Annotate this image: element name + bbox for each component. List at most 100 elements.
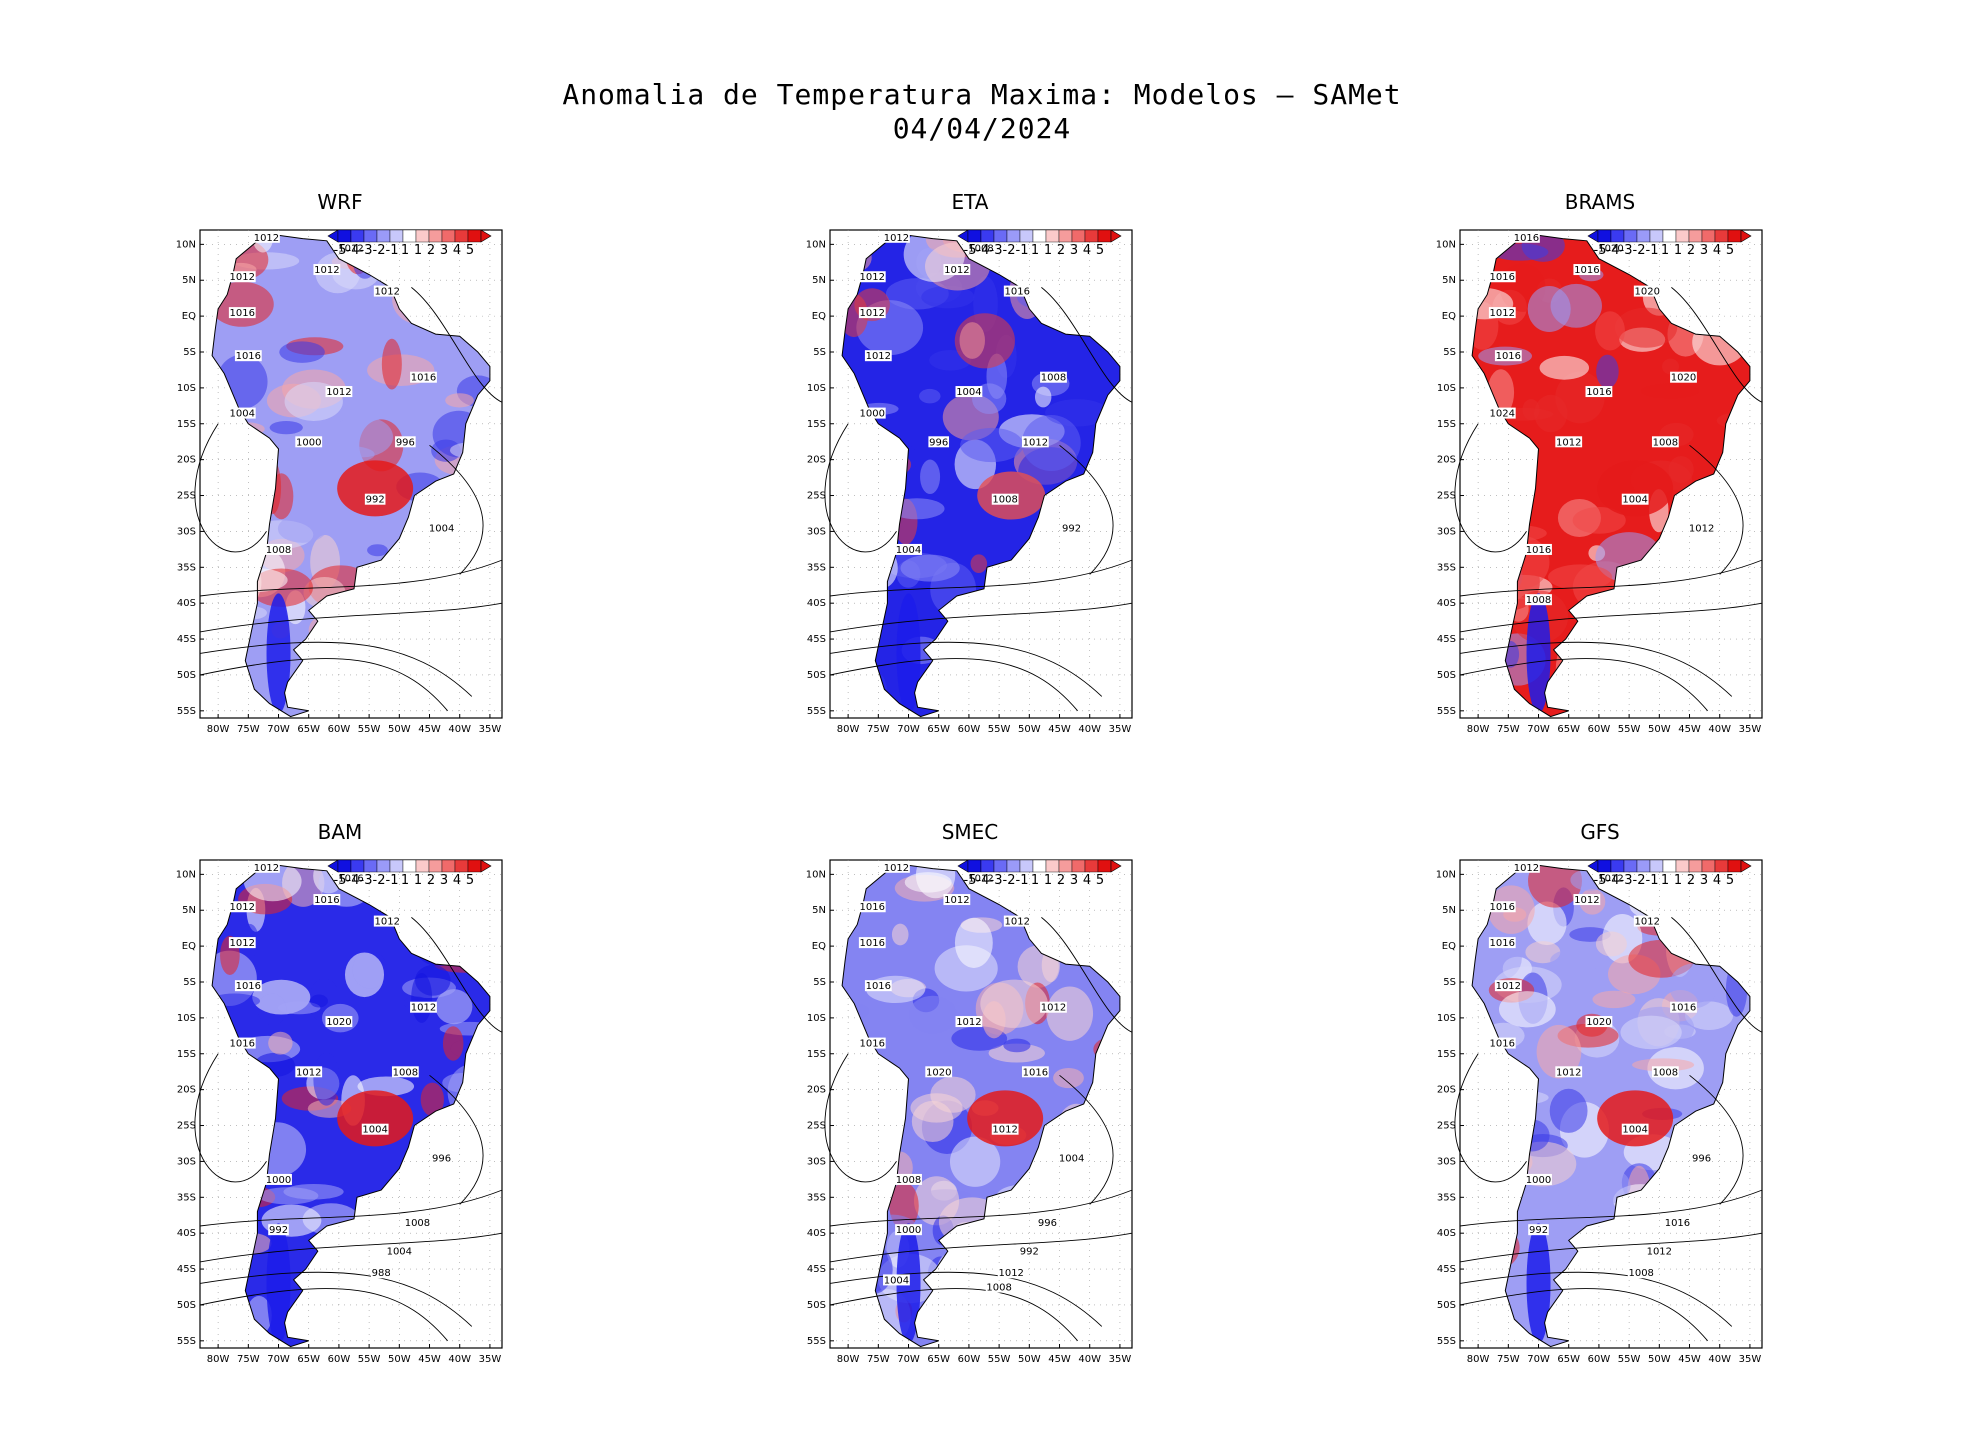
- figure-title: Anomalia de Temperatura Maxima: Modelos …: [562, 78, 1402, 111]
- colorbar-label: 5: [1726, 243, 1734, 258]
- colorbar-label: 2: [427, 243, 435, 258]
- lat-tick-label: 10S: [1437, 1013, 1456, 1024]
- lat-tick-label: 55S: [177, 1336, 196, 1347]
- lon-tick-label: 70W: [1527, 724, 1550, 735]
- isobar-label: 1016: [411, 373, 436, 384]
- isobar-label: 1012: [956, 1017, 981, 1028]
- lat-tick-label: 40S: [177, 1228, 196, 1239]
- colorbar-label: -3: [990, 873, 1003, 888]
- lon-tick-label: 55W: [1618, 724, 1641, 735]
- isobar-label: 1012: [1514, 863, 1539, 874]
- lat-tick-label: 30S: [807, 526, 826, 537]
- colorbar-label: 3: [1700, 873, 1708, 888]
- lon-tick-label: 50W: [1018, 724, 1041, 735]
- isobar-label: 1016: [314, 895, 339, 906]
- lat-tick-label: 5N: [812, 905, 826, 916]
- isobar-label: 1012: [338, 244, 363, 255]
- isobar-label: 992: [1062, 523, 1081, 534]
- isobar-label: 1012: [1005, 917, 1030, 928]
- colorbar-label: -1: [386, 873, 399, 888]
- lat-tick-label: 50S: [177, 1300, 196, 1311]
- colorbar-label: -5: [334, 243, 347, 258]
- colorbar-label: 2: [1687, 873, 1695, 888]
- colorbar-label: -1: [1646, 873, 1659, 888]
- colorbar-label: 5: [1096, 873, 1104, 888]
- isobar-label: 1012: [998, 1268, 1023, 1279]
- lon-tick-label: 60W: [1588, 724, 1611, 735]
- lon-tick-label: 45W: [1048, 1354, 1071, 1365]
- isobar-label: 1004: [956, 387, 981, 398]
- isobar-label: 1012: [1598, 874, 1623, 885]
- lat-tick-label: 10N: [806, 239, 826, 250]
- isobar-label: 1008: [986, 1283, 1011, 1294]
- isobar-label: 1016: [230, 308, 255, 319]
- colorbar-label: -4: [977, 873, 990, 888]
- lat-tick-label: 55S: [1437, 1336, 1456, 1347]
- lon-tick-label: 65W: [1557, 1354, 1580, 1365]
- lon-tick-label: 35W: [1109, 724, 1132, 735]
- lat-tick-label: 30S: [807, 1156, 826, 1167]
- panel-brams: BRAMS 1016 1020 1016 1012 1016 1020 1016 1020 101…: [1430, 190, 1770, 735]
- lat-tick-label: 40S: [807, 1228, 826, 1239]
- isobar-label: 1012: [254, 863, 279, 874]
- isobar-label: 1016: [1665, 1218, 1690, 1229]
- lat-tick-label: 55S: [807, 706, 826, 717]
- panel-gfs: GFS 1012 1012 1016 1016 1012 1012 1012 1016 1020 1…: [1430, 820, 1770, 1365]
- lat-tick-label: 30S: [1437, 526, 1456, 537]
- lat-tick-label: 20S: [1437, 1085, 1456, 1096]
- lat-tick-label: 5S: [183, 347, 196, 358]
- isobar-label: 1012: [230, 902, 255, 913]
- lat-tick-label: 20S: [177, 1085, 196, 1096]
- lat-tick-label: 35S: [1437, 562, 1456, 573]
- isobar-label: 988: [372, 1268, 391, 1279]
- colorbar-label: 1: [401, 873, 409, 888]
- colorbar-legend: -5 -4 -3 -2 -1 1 1 2 3 4 5: [1587, 859, 1752, 888]
- isobar-label: 1008: [896, 1175, 921, 1186]
- isobar-label: 1020: [326, 1017, 351, 1028]
- lat-tick-label: 20S: [177, 455, 196, 466]
- lat-tick-label: 5N: [1442, 905, 1456, 916]
- lon-tick-label: 50W: [388, 724, 411, 735]
- isobars: [1454, 917, 1763, 1342]
- isobar-label: 1016: [1490, 938, 1515, 949]
- figure-date: 04/04/2024: [892, 112, 1072, 145]
- colorbar-label: -4: [347, 243, 360, 258]
- isobar-label: 1000: [296, 437, 321, 448]
- panel-wrf: WRF 1012 1012 1012 1016 1012 1012 1016 1016 1012 1…: [170, 190, 510, 735]
- isobar-label: 1012: [1490, 308, 1515, 319]
- panel-title: WRF: [317, 190, 363, 214]
- isobar-label: 1012: [296, 1067, 321, 1078]
- colorbar-label: -2: [1003, 243, 1016, 258]
- lat-tick-label: EQ: [1442, 941, 1456, 952]
- isobar-label: 996: [1038, 1218, 1057, 1229]
- colorbar-label: -4: [977, 243, 990, 258]
- colorbar-label: 4: [1713, 243, 1721, 258]
- lon-tick-label: 75W: [237, 1354, 260, 1365]
- colorbar-label: -5: [964, 873, 977, 888]
- isobar-label: 1012: [314, 265, 339, 276]
- lat-tick-label: EQ: [182, 941, 196, 952]
- isobar-label: 1012: [254, 233, 279, 244]
- lon-tick-label: 70W: [1527, 1354, 1550, 1365]
- panel-bam: BAM 1012 1016 1012 1012 1016 1012 1016 1012 1020 1…: [170, 820, 510, 1365]
- lat-tick-label: 45S: [1437, 634, 1456, 645]
- lon-tick-label: 40W: [1708, 1354, 1731, 1365]
- lat-tick-label: 45S: [177, 634, 196, 645]
- lat-tick-label: 10S: [807, 383, 826, 394]
- isobars: [1454, 287, 1763, 712]
- panel-title: ETA: [951, 190, 989, 214]
- colorbar-label: -1: [1016, 243, 1029, 258]
- lat-tick-label: 30S: [1437, 1156, 1456, 1167]
- colorbar-label: 1: [1044, 873, 1052, 888]
- lat-tick-label: 50S: [1437, 1300, 1456, 1311]
- lat-tick-label: 10S: [177, 1013, 196, 1024]
- isobar-label: 1000: [896, 1225, 921, 1236]
- lat-tick-label: 25S: [177, 491, 196, 502]
- isobar-label: 992: [1020, 1247, 1039, 1258]
- lat-tick-label: 55S: [177, 706, 196, 717]
- lat-tick-label: 5S: [813, 347, 826, 358]
- isobar-label: 1016: [866, 981, 891, 992]
- isobar-label: 1008: [266, 545, 291, 556]
- lon-tick-label: 35W: [479, 724, 502, 735]
- lon-tick-label: 65W: [927, 1354, 950, 1365]
